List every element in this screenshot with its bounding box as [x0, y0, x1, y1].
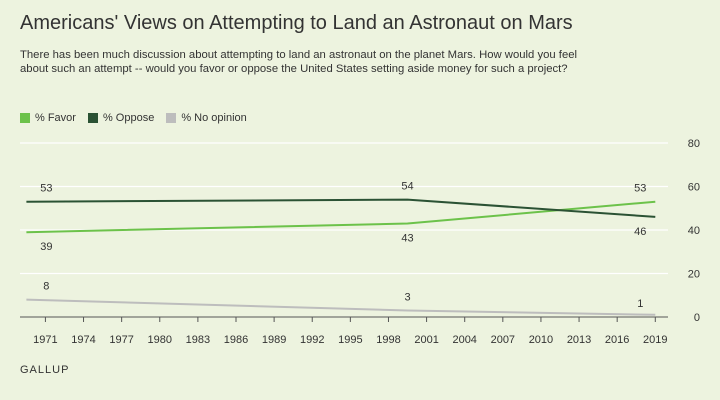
legend-swatch-no-opinion — [166, 113, 177, 123]
legend-item-favor: % Favor — [20, 112, 76, 124]
chart-legend: % Favor % Oppose % No opinion — [20, 112, 247, 124]
series-line-no-opinion — [26, 298, 656, 316]
series-line-oppose — [26, 198, 656, 218]
x-tick-label: 1995 — [338, 334, 362, 346]
x-tick-label: 2007 — [491, 334, 515, 346]
data-label-oppose: 54 — [401, 181, 413, 193]
x-tick-label: 1980 — [148, 334, 172, 346]
x-tick-label: 1989 — [262, 334, 286, 346]
x-tick-label: 2013 — [567, 334, 591, 346]
data-label-no-opinion: 3 — [404, 291, 410, 303]
legend-item-no-opinion: % No opinion — [166, 112, 247, 124]
data-label-favor: 43 — [401, 232, 413, 244]
chart-data-labels: 39 43 53 53 54 46 8 3 1 — [40, 181, 646, 310]
chart-series — [26, 198, 656, 316]
x-tick-label: 1986 — [224, 334, 248, 346]
legend-label-oppose: % Oppose — [102, 112, 155, 124]
legend-label-no-opinion: % No opinion — [181, 112, 247, 124]
data-label-no-opinion: 8 — [43, 281, 49, 293]
x-axis: 1971 1974 1977 1980 1983 1986 1989 1992 1995 1998… — [33, 317, 668, 346]
x-tick-label: 2001 — [414, 334, 438, 346]
x-tick-label: 1998 — [376, 334, 400, 346]
legend-label-favor: % Favor — [35, 112, 76, 124]
x-tick-label: 1977 — [109, 334, 133, 346]
legend-swatch-favor — [20, 113, 30, 123]
y-tick-label: 60 — [688, 182, 700, 194]
legend-item-oppose: % Oppose — [87, 112, 155, 124]
x-tick-label: 2004 — [452, 334, 476, 346]
y-tick-label: 20 — [688, 269, 700, 281]
data-label-oppose: 53 — [40, 183, 52, 195]
chart-title: Americans' Views on Attempting to Land a… — [20, 12, 573, 34]
x-tick-label: 2016 — [605, 334, 629, 346]
y-axis: 0 20 40 60 80 — [688, 138, 700, 324]
x-tick-label: 2010 — [529, 334, 553, 346]
source-label: GALLUP — [20, 364, 70, 376]
x-tick-label: 2019 — [643, 334, 667, 346]
x-tick-label: 1971 — [33, 334, 57, 346]
x-tick-label: 1992 — [300, 334, 324, 346]
x-tick-label: 1983 — [186, 334, 210, 346]
y-tick-label: 80 — [688, 138, 700, 150]
data-label-no-opinion: 1 — [637, 298, 643, 310]
y-tick-label: 40 — [688, 225, 700, 237]
x-tick-label: 1974 — [71, 334, 95, 346]
data-label-favor: 39 — [40, 241, 52, 253]
data-label-oppose: 46 — [634, 226, 646, 238]
y-tick-label: 0 — [694, 312, 700, 324]
series-line-favor — [26, 200, 656, 234]
chart-subtitle: There has been much discussion about att… — [20, 49, 578, 75]
data-label-favor: 53 — [634, 183, 646, 195]
legend-swatch-oppose — [87, 113, 98, 123]
